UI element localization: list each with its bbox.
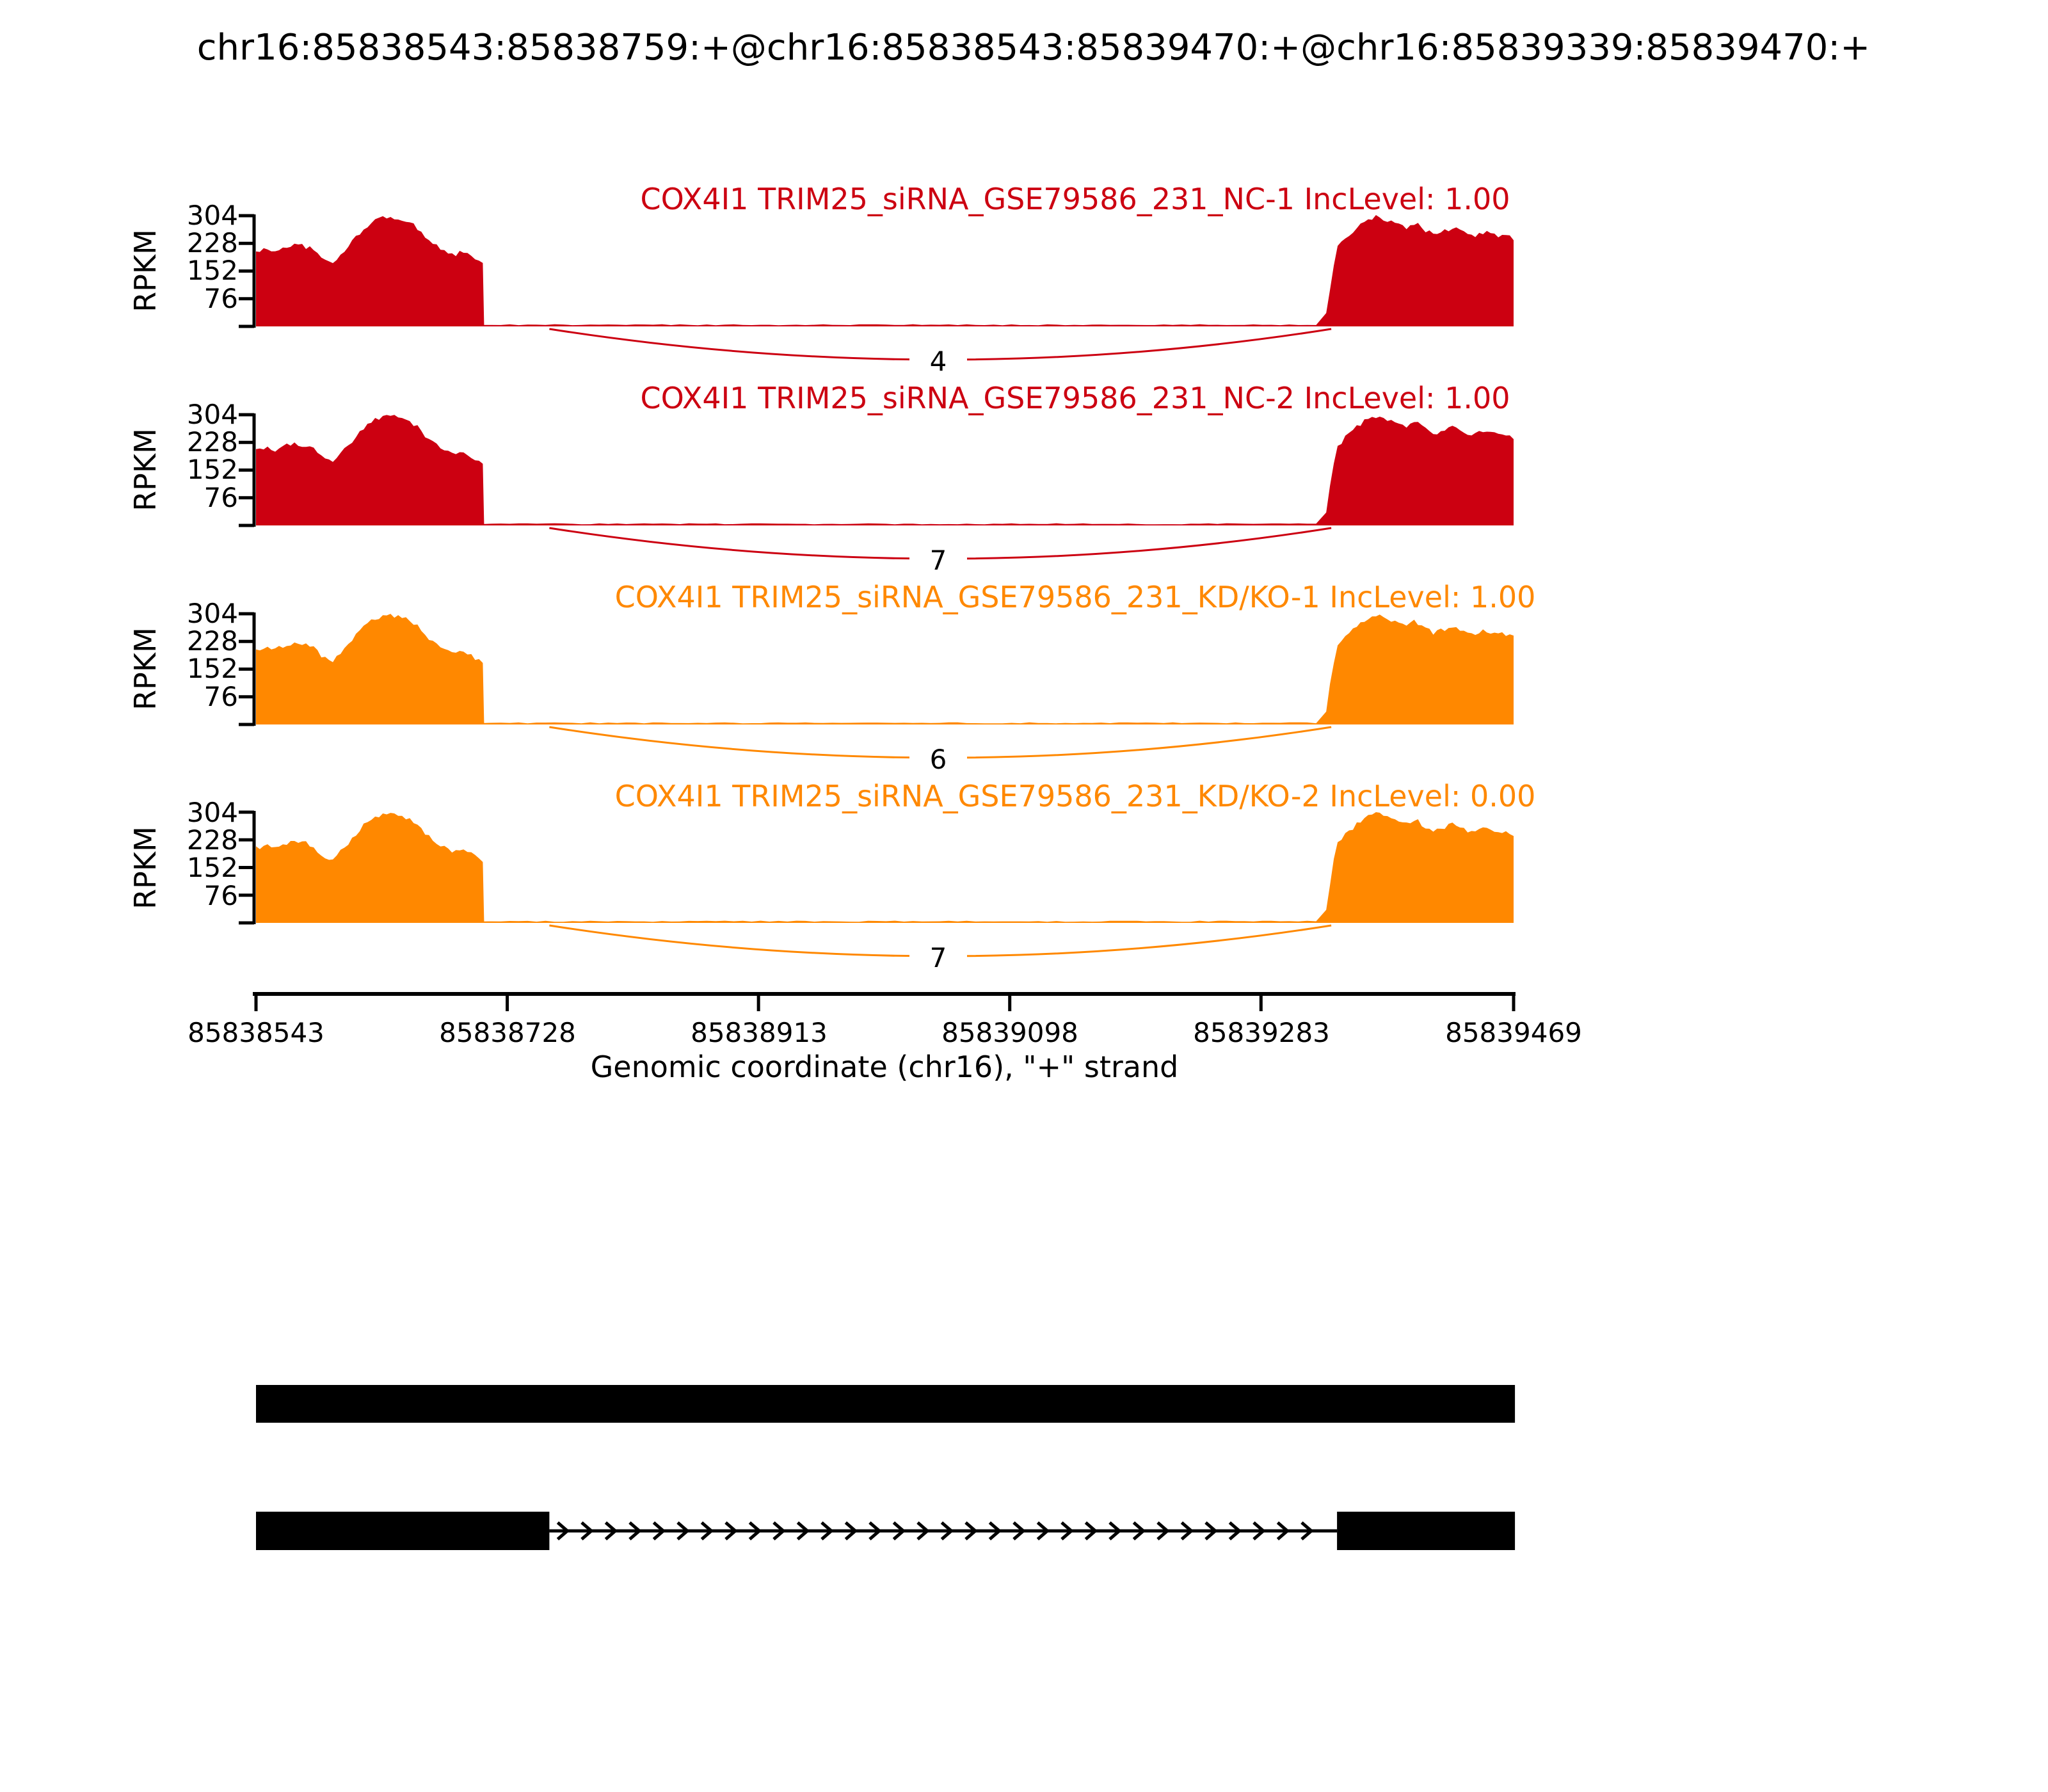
x-tick-label: 85838543 bbox=[188, 1017, 324, 1048]
sashimi-track bbox=[239, 612, 1514, 759]
x-axis-label: Genomic coordinate (chr16), "+" strand bbox=[590, 1050, 1179, 1084]
y-tick-label: 76 bbox=[204, 880, 238, 911]
junction-read-count: 4 bbox=[909, 345, 967, 378]
exon-block bbox=[256, 1385, 1516, 1423]
x-tick-label: 85838728 bbox=[439, 1017, 576, 1048]
junction-read-count: 7 bbox=[909, 941, 967, 975]
coverage-area bbox=[256, 812, 1514, 923]
x-axis bbox=[253, 992, 1516, 1011]
y-tick-label: 152 bbox=[186, 454, 238, 485]
junction-read-count: 7 bbox=[909, 544, 967, 577]
track-title: COX4I1 TRIM25_siRNA_GSE79586_231_NC-2 In… bbox=[640, 381, 1510, 415]
sashimi-track bbox=[239, 413, 1514, 560]
figure-title: chr16:85838543:85838759:+@chr16:85838543… bbox=[196, 27, 1871, 68]
y-tick-label: 228 bbox=[186, 227, 238, 259]
track-title: COX4I1 TRIM25_siRNA_GSE79586_231_KD/KO-1… bbox=[614, 580, 1536, 614]
sashimi-track bbox=[239, 810, 1514, 957]
gene-model bbox=[256, 1385, 1516, 1550]
track-title: COX4I1 TRIM25_siRNA_GSE79586_231_NC-1 In… bbox=[640, 182, 1510, 216]
y-tick-label: 76 bbox=[204, 681, 238, 712]
y-tick-label: 152 bbox=[186, 852, 238, 883]
y-tick-label: 304 bbox=[186, 797, 238, 828]
junction-read-count: 6 bbox=[909, 743, 967, 776]
coverage-area bbox=[256, 215, 1514, 326]
y-tick-label: 228 bbox=[186, 625, 238, 657]
x-tick-label: 85839283 bbox=[1193, 1017, 1330, 1048]
y-tick-label: 76 bbox=[204, 482, 238, 513]
track-title: COX4I1 TRIM25_siRNA_GSE79586_231_KD/KO-2… bbox=[614, 779, 1536, 813]
y-tick-label: 228 bbox=[186, 824, 238, 856]
exon-block bbox=[256, 1512, 550, 1550]
x-tick-label: 85839098 bbox=[941, 1017, 1078, 1048]
y-tick-label: 152 bbox=[186, 255, 238, 286]
y-tick-label: 152 bbox=[186, 653, 238, 684]
x-tick-label: 85839469 bbox=[1445, 1017, 1582, 1048]
y-tick-label: 228 bbox=[186, 426, 238, 458]
y-tick-label: 304 bbox=[186, 598, 238, 629]
coverage-area bbox=[256, 614, 1514, 724]
y-tick-label: 76 bbox=[204, 283, 238, 314]
sashimi-track bbox=[239, 214, 1514, 361]
y-tick-label: 304 bbox=[186, 200, 238, 231]
coverage-area bbox=[256, 415, 1514, 525]
exon-block bbox=[1337, 1512, 1516, 1550]
strand-arrow-chevrons bbox=[556, 1521, 1314, 1540]
x-tick-label: 85838913 bbox=[691, 1017, 828, 1048]
y-tick-label: 304 bbox=[186, 399, 238, 430]
